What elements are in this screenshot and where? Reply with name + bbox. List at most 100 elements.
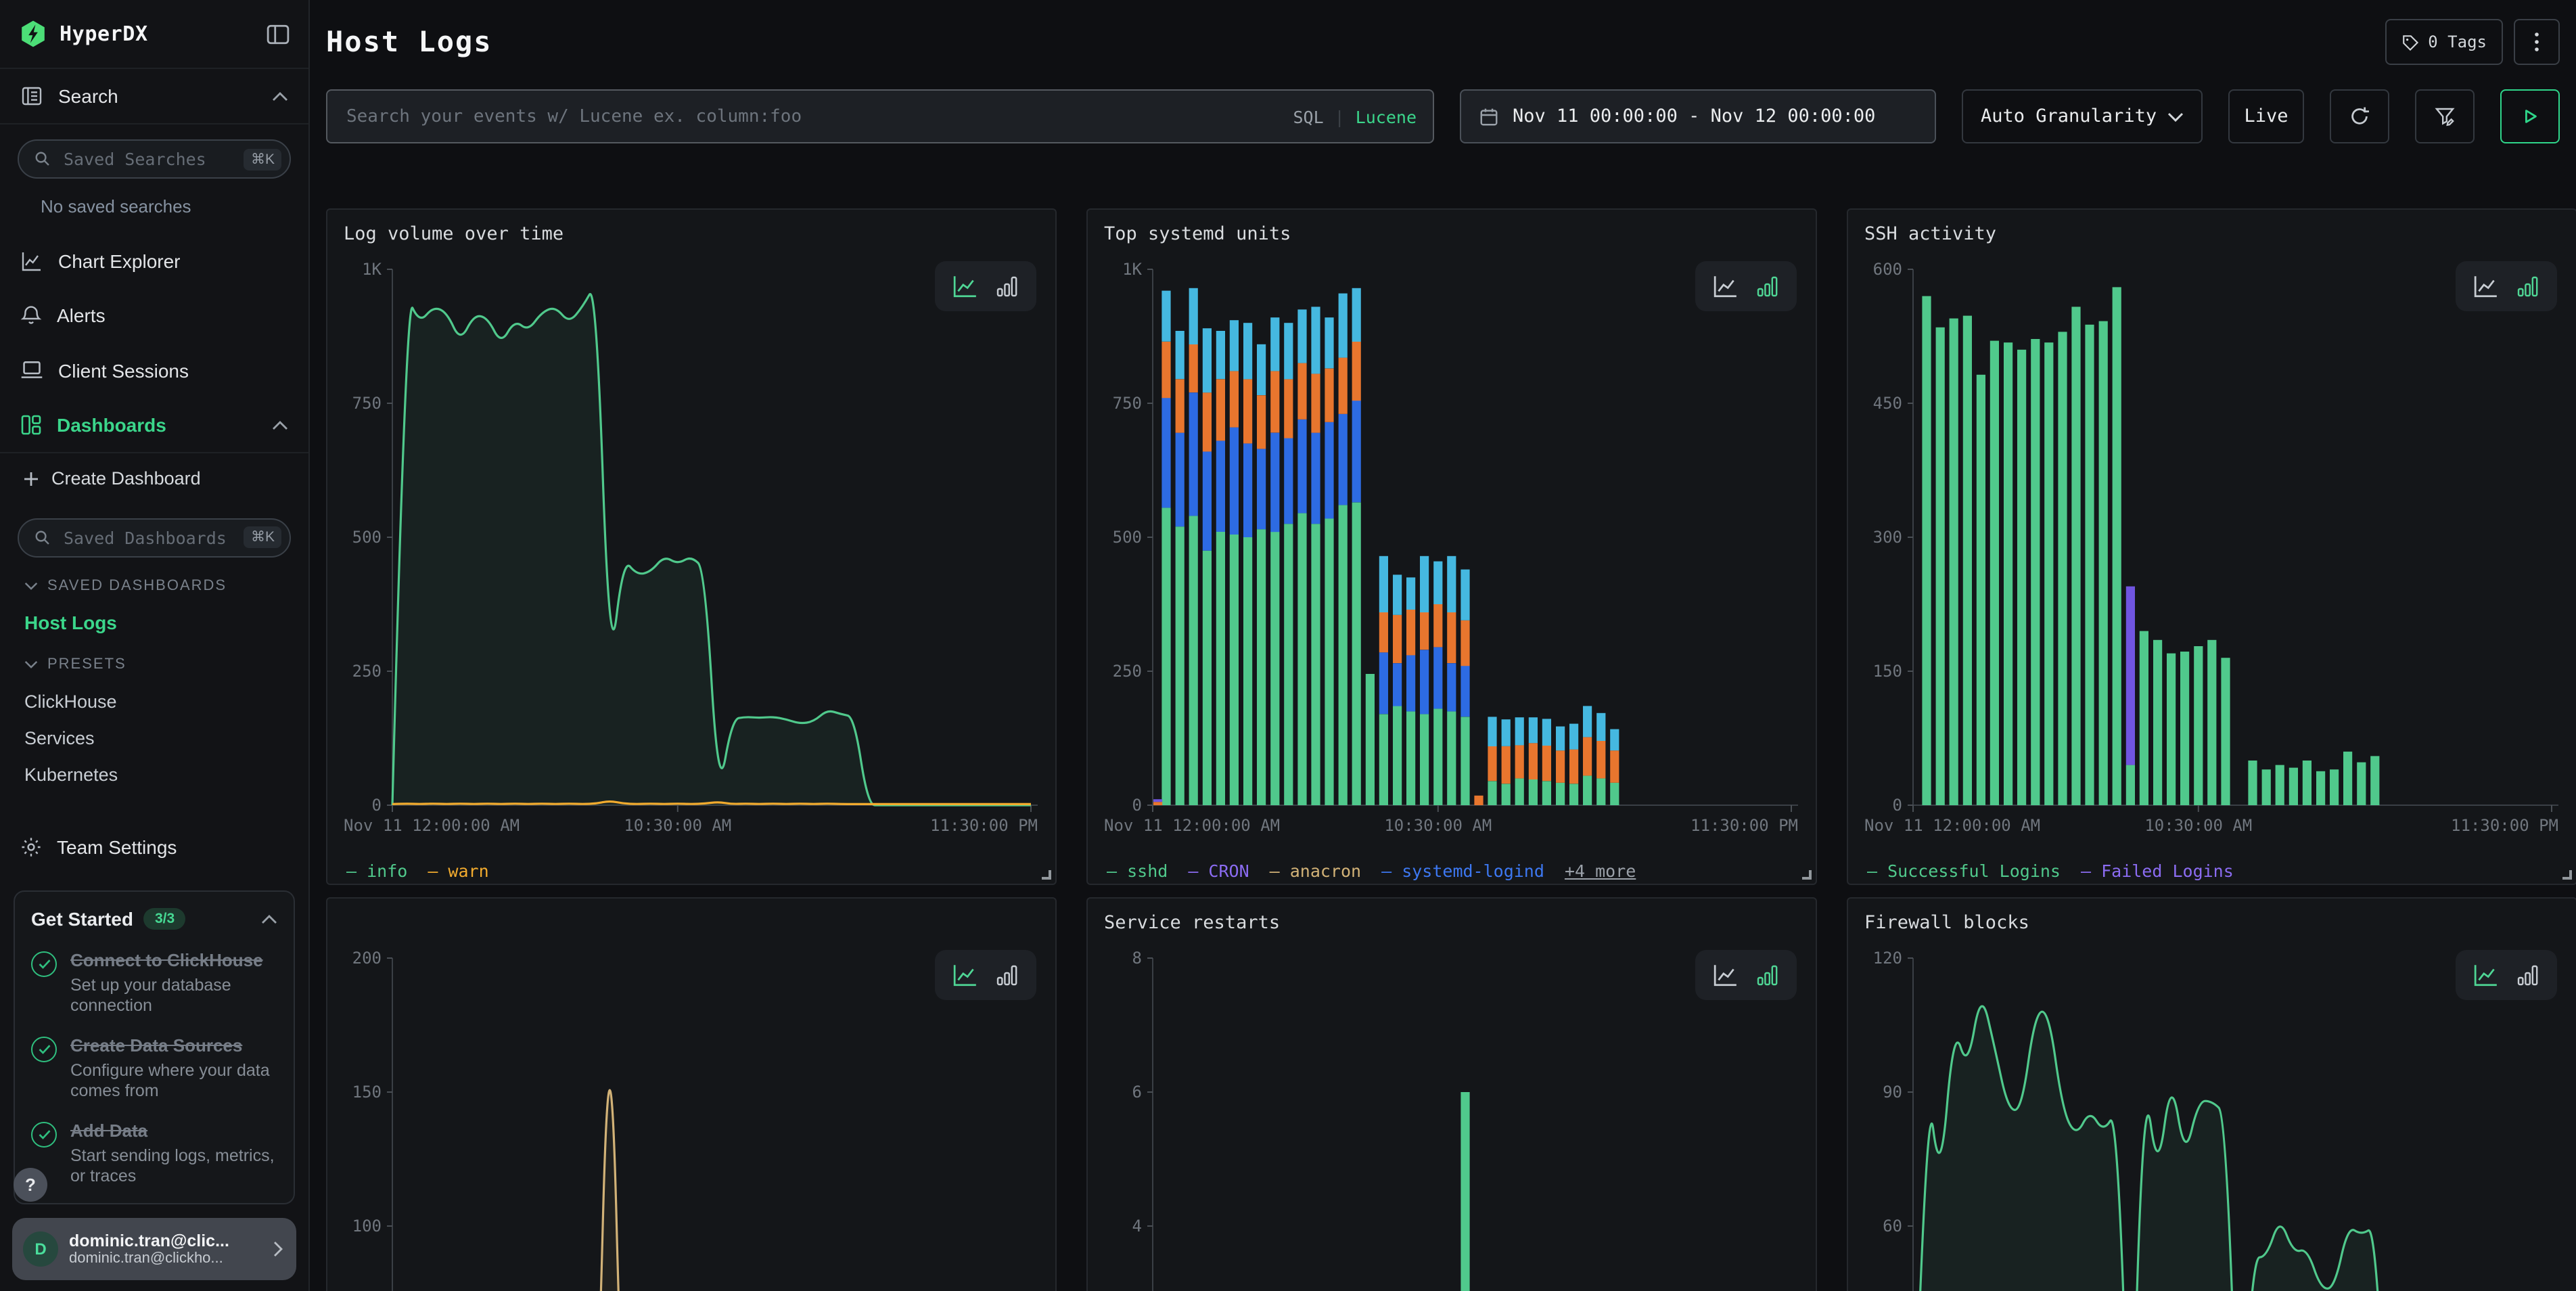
legend-item[interactable]: — sshd (1107, 860, 1168, 880)
event-search-box[interactable]: SQL | Lucene (326, 89, 1434, 143)
sidebar-item-kubernetes[interactable]: Kubernetes (0, 756, 308, 792)
sidebar-item-host-logs[interactable]: Host Logs (0, 605, 308, 641)
legend-item[interactable]: — Failed Logins (2081, 860, 2234, 880)
sidebar-item-label: Dashboards (57, 414, 257, 436)
sidebar-item-client-sessions[interactable]: Client Sessions (0, 343, 308, 398)
tags-button[interactable]: 0 Tags (2385, 19, 2503, 65)
bar-chart-icon[interactable] (2516, 275, 2539, 298)
svg-text:60: 60 (1883, 1217, 1902, 1236)
help-button[interactable]: ? (14, 1168, 47, 1202)
lucene-toggle[interactable]: Lucene (1356, 106, 1417, 127)
collapse-sidebar-icon[interactable] (267, 24, 290, 44)
bar-chart-icon[interactable] (1756, 275, 1779, 298)
svg-text:11:30:00 PM: 11:30:00 PM (930, 816, 1038, 835)
user-menu[interactable]: D dominic.tran@clic... dominic.tran@clic… (12, 1218, 296, 1280)
resize-handle[interactable] (1042, 870, 1051, 880)
tag-icon (2401, 33, 2418, 51)
legend-item[interactable]: — systemd-logind (1381, 860, 1544, 880)
sidebar-item-clickhouse[interactable]: ClickHouse (0, 683, 308, 719)
get-started-item[interactable]: Connect to ClickHouse Set up your databa… (31, 949, 277, 1016)
legend-more-link[interactable]: +4 more (1565, 860, 1636, 880)
more-options-button[interactable] (2514, 19, 2560, 65)
line-chart-icon[interactable] (952, 964, 978, 987)
chart-legend: — Successful Logins — Failed Logins (1848, 850, 2576, 885)
get-started-item-title: Create Data Sources (70, 1035, 242, 1056)
chevron-down-icon (2167, 112, 2184, 121)
get-started-item-desc: Configure where your data comes from (70, 1061, 277, 1102)
chart-legend: — sshd — CRON — anacron — systemd-logind +4 … (1088, 850, 1816, 885)
saved-searches-input[interactable] (61, 148, 235, 171)
filter-button[interactable] (2415, 89, 2475, 143)
chart-canvas[interactable]: 02505007501KNov 11 12:00:00 AM10:30:00 A… (1101, 253, 1802, 850)
dashboards-icon (20, 414, 42, 436)
legend-item[interactable]: — warn (428, 860, 488, 880)
line-chart-icon[interactable] (952, 275, 978, 298)
saved-dashboards-search[interactable]: ⌘K (18, 518, 291, 558)
svg-text:500: 500 (352, 528, 382, 547)
presets-section-toggle[interactable]: PRESETS (0, 646, 308, 683)
sidebar-item-dashboards[interactable]: Dashboards (0, 398, 308, 453)
line-chart-icon[interactable] (1713, 964, 1739, 987)
sidebar: HyperDX Search ⌘K No saved searches Char… (0, 0, 310, 1291)
create-dashboard-button[interactable]: Create Dashboard (0, 453, 308, 503)
saved-dashboards-input[interactable] (61, 526, 235, 549)
line-chart-icon[interactable] (2473, 964, 2499, 987)
legend-item[interactable]: — CRON (1188, 860, 1249, 880)
get-started-item[interactable]: Create Data Sources Configure where your… (31, 1034, 277, 1102)
tags-button-label: 0 Tags (2428, 32, 2487, 51)
get-started-title: Get Started (31, 908, 133, 930)
svg-text:10:30:00 AM: 10:30:00 AM (624, 816, 731, 835)
legend-item[interactable]: — Successful Logins (1867, 860, 2061, 880)
panel-title: Firewall blocks (1848, 899, 2576, 939)
svg-text:0: 0 (1893, 796, 1902, 815)
chart-canvas[interactable]: 0150300450600Nov 11 12:00:00 AM10:30:00 … (1862, 253, 2562, 850)
panel-title: Service restarts (1088, 899, 1816, 939)
chevron-up-icon (272, 91, 288, 101)
live-button[interactable]: Live (2228, 89, 2304, 143)
event-search-input[interactable] (344, 105, 1279, 128)
avatar: D (23, 1231, 58, 1267)
chart-type-toggle (935, 950, 1036, 1000)
svg-text:450: 450 (1873, 394, 1902, 413)
sidebar-item-chart-explorer[interactable]: Chart Explorer (0, 233, 308, 288)
chevron-down-icon (24, 660, 38, 669)
date-range-value: Nov 11 00:00:00 - Nov 12 00:00:00 (1513, 106, 1875, 127)
bar-chart-icon[interactable] (996, 275, 1019, 298)
saved-dashboards-section-toggle[interactable]: SAVED DASHBOARDS (0, 568, 308, 605)
svg-text:6: 6 (1132, 1083, 1142, 1102)
sidebar-item-alerts[interactable]: Alerts (0, 288, 308, 343)
dashboard-grid: Log volume over time 02505007501KNov 11 … (326, 208, 2560, 1291)
resize-handle[interactable] (2562, 870, 2572, 880)
saved-searches-search[interactable]: ⌘K (18, 140, 291, 179)
resize-handle[interactable] (1802, 870, 1812, 880)
sidebar-item-search[interactable]: Search (0, 69, 308, 124)
chevron-up-icon[interactable] (261, 907, 277, 931)
svg-text:500: 500 (1113, 528, 1142, 547)
svg-text:8: 8 (1132, 949, 1142, 968)
bar-chart-icon[interactable] (996, 964, 1019, 987)
chart-canvas[interactable]: 02505007501KNov 11 12:00:00 AM10:30:00 A… (341, 253, 1042, 850)
hyperdx-logo-icon (19, 19, 47, 49)
sql-toggle[interactable]: SQL (1293, 106, 1323, 127)
panel-title (327, 899, 1055, 939)
kebab-menu-icon (2534, 31, 2539, 53)
granularity-select[interactable]: Auto Granularity (1962, 89, 2203, 143)
granularity-value: Auto Granularity (1981, 106, 2157, 127)
svg-text:250: 250 (352, 662, 382, 681)
logo-row: HyperDX (0, 0, 308, 68)
date-range-picker[interactable]: Nov 11 00:00:00 - Nov 12 00:00:00 (1460, 89, 1936, 143)
refresh-icon (2349, 106, 2370, 127)
svg-text:300: 300 (1873, 528, 1902, 547)
line-chart-icon[interactable] (2473, 275, 2499, 298)
line-chart-icon[interactable] (1713, 275, 1739, 298)
get-started-item[interactable]: Add Data Start sending logs, metrics, or… (31, 1119, 277, 1187)
legend-item[interactable]: — anacron (1270, 860, 1361, 880)
refresh-button[interactable] (2330, 89, 2389, 143)
bar-chart-icon[interactable] (1756, 964, 1779, 987)
legend-item[interactable]: — info (346, 860, 407, 880)
sidebar-item-team-settings[interactable]: Team Settings (0, 819, 308, 874)
bar-chart-icon[interactable] (2516, 964, 2539, 987)
sidebar-item-services[interactable]: Services (0, 719, 308, 756)
svg-text:100: 100 (352, 1217, 382, 1236)
run-query-button[interactable] (2500, 89, 2560, 143)
